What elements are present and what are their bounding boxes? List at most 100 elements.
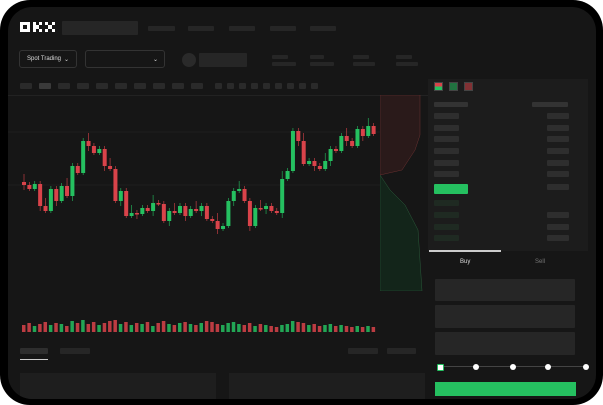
candle xyxy=(43,206,48,211)
timeframe-button[interactable] xyxy=(134,83,146,89)
volume-bar xyxy=(333,326,338,332)
slider-step[interactable] xyxy=(473,364,479,370)
bid-price xyxy=(434,200,459,206)
search-bar[interactable] xyxy=(62,21,138,35)
drawing-tool-icon[interactable] xyxy=(287,83,294,89)
candle xyxy=(215,221,220,229)
volume-bar xyxy=(328,324,333,332)
candle xyxy=(204,206,209,219)
timeframe-button[interactable] xyxy=(115,83,127,89)
slider-step[interactable] xyxy=(510,364,516,370)
chevron-down-icon: ⌄ xyxy=(64,56,70,63)
amount-input[interactable] xyxy=(435,305,575,328)
timeframe-button[interactable] xyxy=(191,83,203,89)
candle xyxy=(344,136,349,141)
total-input[interactable] xyxy=(435,332,575,355)
volume-bar xyxy=(65,326,69,332)
stat-label xyxy=(353,55,369,59)
slider-step[interactable] xyxy=(545,364,551,370)
candle xyxy=(328,149,333,161)
candle xyxy=(360,129,365,136)
drawing-tool-icon[interactable] xyxy=(299,83,306,89)
timeframe-button[interactable] xyxy=(96,83,108,89)
candle xyxy=(81,141,86,173)
candlestick-chart[interactable] xyxy=(8,95,383,335)
market-select[interactable]: Spot Trading ⌄ xyxy=(19,50,77,68)
volume-bar xyxy=(75,323,80,332)
candle xyxy=(167,211,172,221)
filter-button[interactable] xyxy=(387,348,416,354)
volume-bar xyxy=(258,324,263,332)
volume-bar xyxy=(269,326,273,332)
book-asks-icon[interactable] xyxy=(464,82,473,91)
candle xyxy=(194,209,199,211)
candle xyxy=(177,206,182,213)
drawing-tool-icon[interactable] xyxy=(239,83,246,89)
filter-button[interactable] xyxy=(348,348,378,354)
slider-handle[interactable] xyxy=(437,364,444,371)
candle xyxy=(108,166,113,169)
volume-bar xyxy=(22,325,26,332)
volume-bar xyxy=(145,322,150,332)
candle xyxy=(97,149,102,153)
ask-price xyxy=(434,160,459,166)
drawing-tool-icon[interactable] xyxy=(275,83,282,89)
volume-bar xyxy=(344,326,349,332)
bid-size xyxy=(547,212,569,218)
tab-sell[interactable]: Sell xyxy=(535,259,546,265)
slider-step[interactable] xyxy=(583,364,589,370)
candle xyxy=(371,126,376,134)
candle xyxy=(312,161,317,166)
book-bids-icon[interactable] xyxy=(449,82,458,91)
volume-bar xyxy=(102,323,107,332)
pair-select[interactable]: ⌄ xyxy=(85,50,165,68)
candle xyxy=(317,166,322,169)
book-both-icon[interactable] xyxy=(434,82,443,91)
candle xyxy=(280,179,285,213)
buy-button[interactable] xyxy=(435,382,576,396)
nav-item[interactable] xyxy=(229,26,255,31)
nav-item[interactable] xyxy=(270,26,296,31)
volume-bar xyxy=(237,324,241,332)
volume-bar xyxy=(312,324,316,332)
candle xyxy=(156,203,161,205)
tab-history[interactable] xyxy=(60,348,90,354)
candle xyxy=(307,161,312,164)
timeframe-button[interactable] xyxy=(58,83,70,89)
timeframe-button[interactable] xyxy=(153,83,165,89)
volume-bar xyxy=(161,321,166,332)
volume-bar xyxy=(242,325,247,332)
drawing-tool-icon[interactable] xyxy=(311,83,318,89)
price-input[interactable] xyxy=(435,279,575,301)
volume-bar xyxy=(290,321,295,332)
tab-open-orders[interactable] xyxy=(20,348,48,354)
timeframe-button[interactable] xyxy=(20,83,32,89)
timeframe-button[interactable] xyxy=(77,83,89,89)
drawing-tool-icon[interactable] xyxy=(251,83,258,89)
candle xyxy=(27,185,32,189)
drawing-tool-icon[interactable] xyxy=(215,83,222,89)
drawing-tool-icon[interactable] xyxy=(263,83,270,89)
volume-bar xyxy=(129,325,134,332)
timeframe-button[interactable] xyxy=(172,83,184,89)
nav-item[interactable] xyxy=(148,26,175,31)
candle xyxy=(333,149,338,151)
candle xyxy=(65,186,70,196)
coin-avatar xyxy=(182,53,196,67)
volume-bar xyxy=(27,323,31,332)
volume-bar xyxy=(188,324,193,332)
volume-bar xyxy=(307,325,311,332)
candle xyxy=(134,213,139,215)
amount-slider[interactable] xyxy=(437,364,589,371)
volume-bar xyxy=(43,322,48,332)
ask-price xyxy=(434,171,459,177)
positions-panel xyxy=(20,373,216,399)
timeframe-button[interactable] xyxy=(39,83,51,89)
tab-buy[interactable]: Buy xyxy=(460,259,471,265)
okx-logo xyxy=(20,22,55,32)
volume-bar xyxy=(81,320,85,332)
nav-item[interactable] xyxy=(188,26,214,31)
nav-item[interactable] xyxy=(310,26,336,31)
candle xyxy=(301,141,306,164)
drawing-tool-icon[interactable] xyxy=(227,83,234,89)
